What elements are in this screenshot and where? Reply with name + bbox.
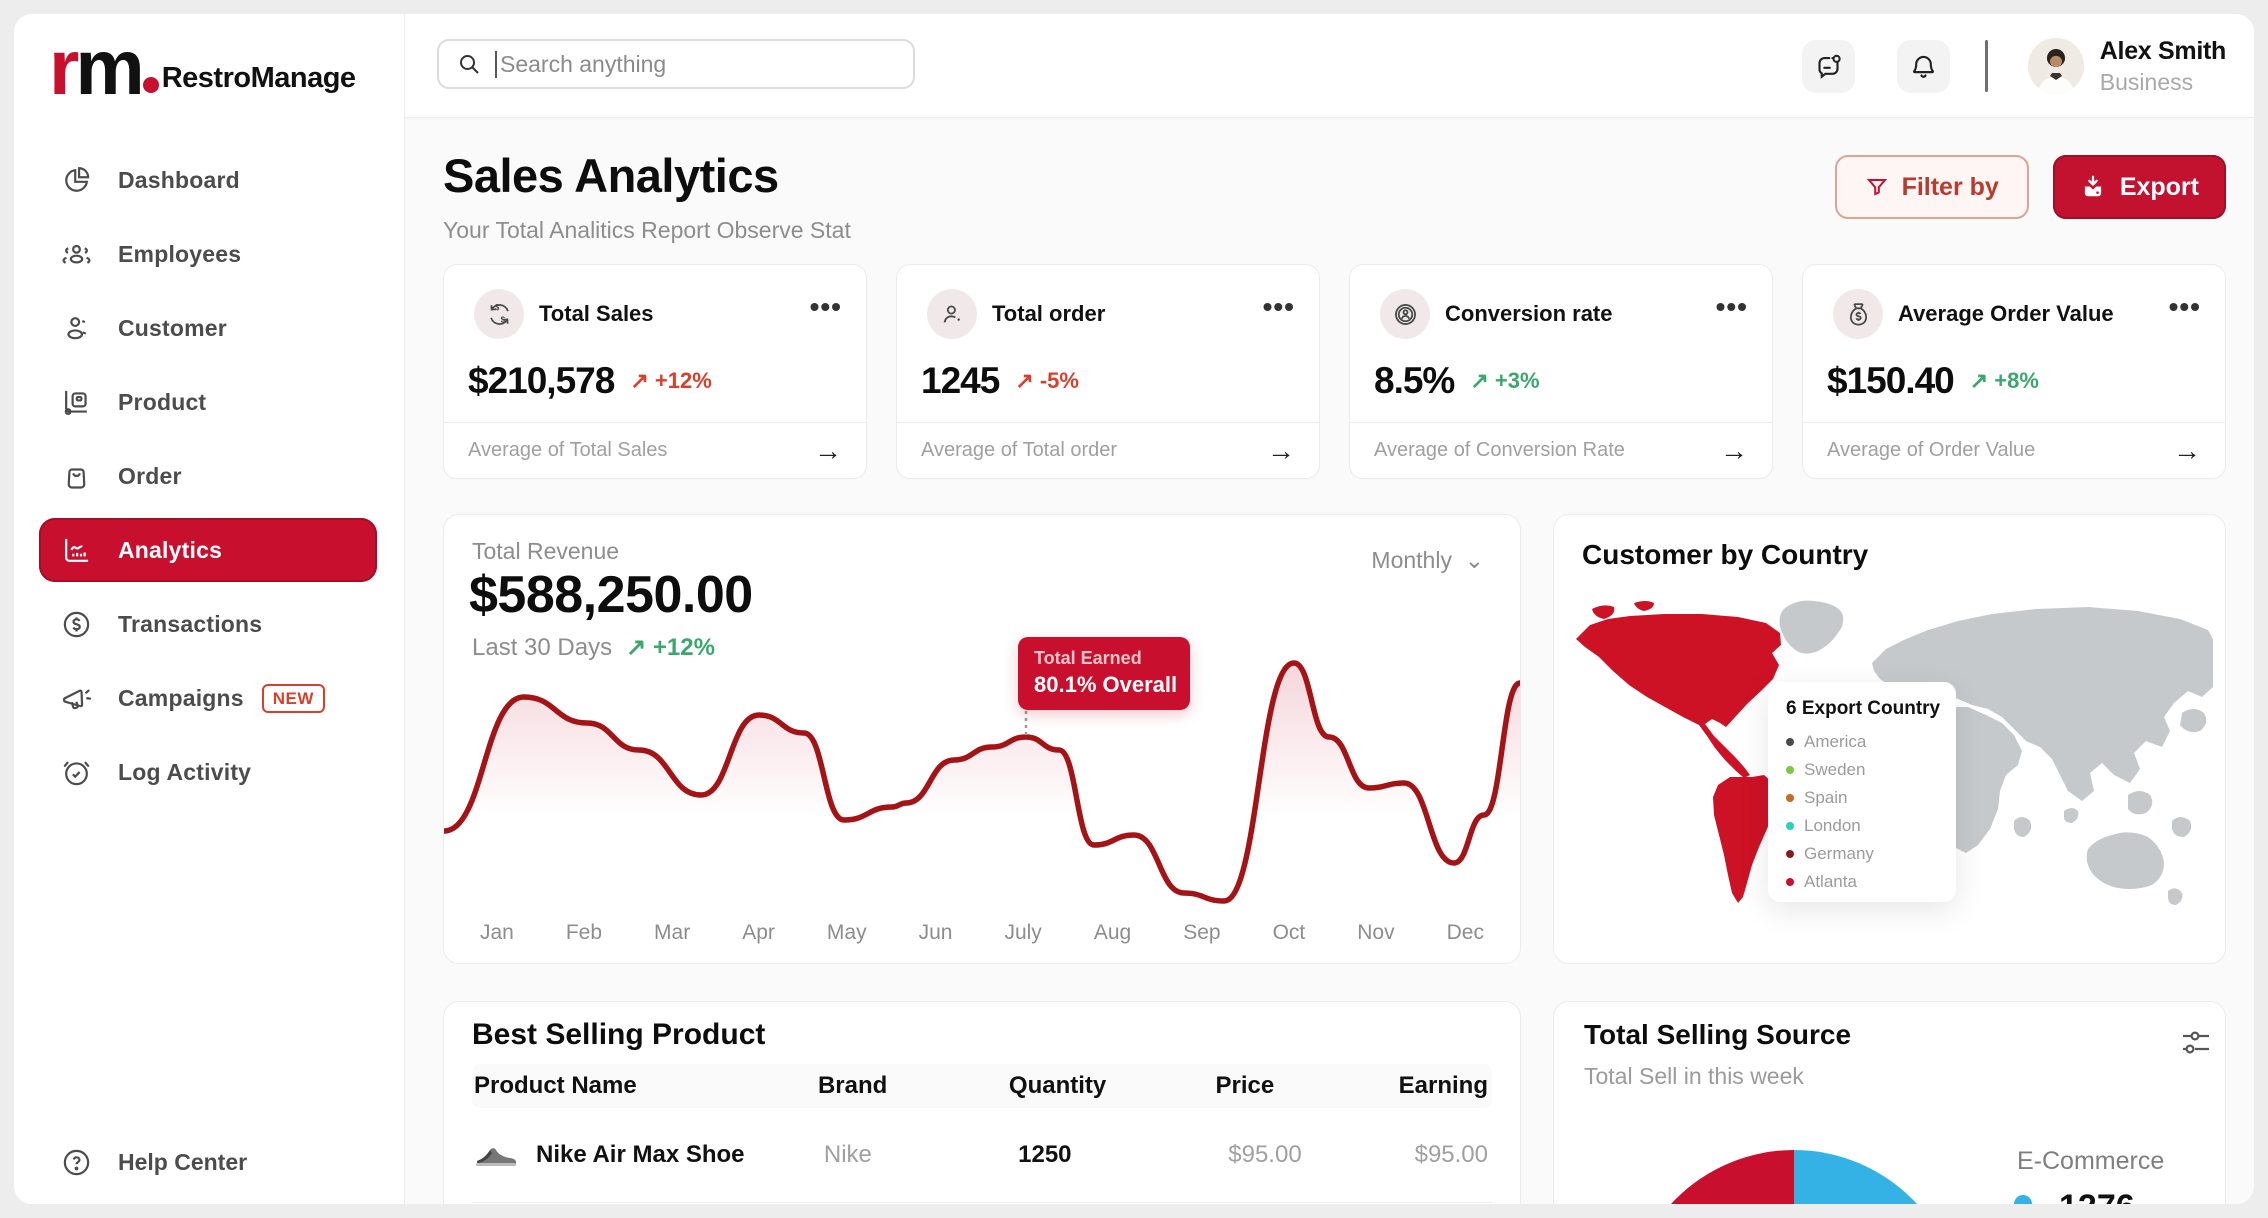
svg-text:$: $ — [495, 303, 500, 312]
svg-text:$: $ — [500, 315, 505, 324]
